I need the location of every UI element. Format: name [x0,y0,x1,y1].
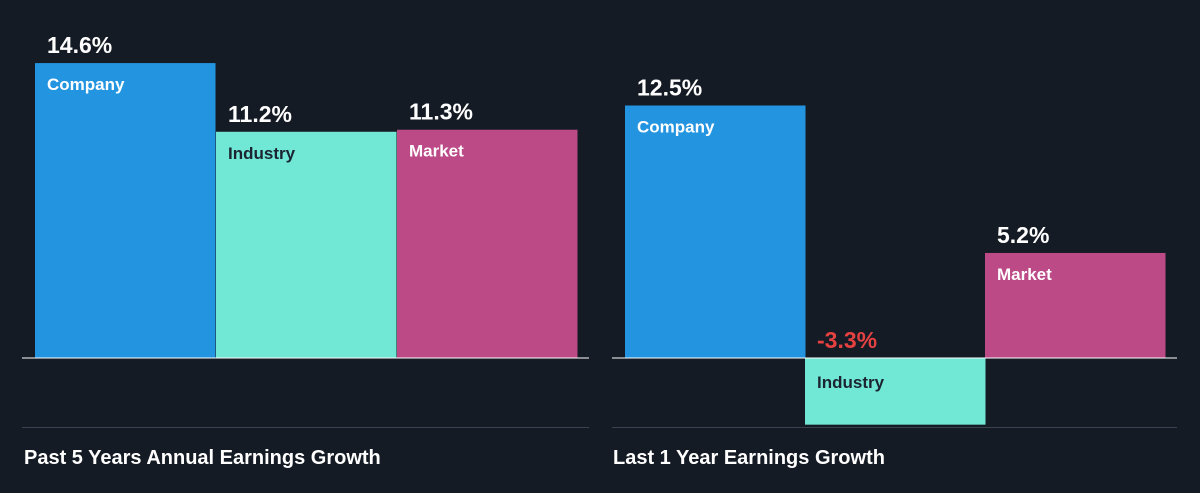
bar-category-label-industry: Industry [228,144,296,163]
bar-value-label-industry: -3.3% [817,327,877,353]
bar-market [985,252,1166,358]
bar-market [397,129,578,358]
bar-category-label-industry: Industry [817,373,885,392]
bar-category-label-company: Company [47,75,125,94]
bar-value-label-company: 14.6% [47,32,112,58]
bar-industry [216,131,397,358]
chart-title: Past 5 Years Annual Earnings Growth [24,447,381,469]
bar-company [625,105,806,358]
bar-category-label-market: Market [409,142,464,161]
chart-panel-past-5-years: Company 14.6% Industry 11.2% Market 11.3% Past… [22,32,589,469]
bar-value-label-market: 11.3% [409,99,473,125]
bar-value-label-industry: 11.2% [228,101,292,127]
chart-title: Last 1 Year Earnings Growth [613,447,885,469]
bar-category-label-market: Market [997,265,1052,284]
chart-panel-last-1-year: Company 12.5% Industry -3.3% Market 5.2% Last … [612,75,1177,469]
bar-industry [805,358,986,425]
bar-company [35,63,216,358]
bar-value-label-company: 12.5% [637,75,702,101]
bar-category-label-company: Company [637,118,715,137]
bar-value-label-market: 5.2% [997,222,1049,248]
